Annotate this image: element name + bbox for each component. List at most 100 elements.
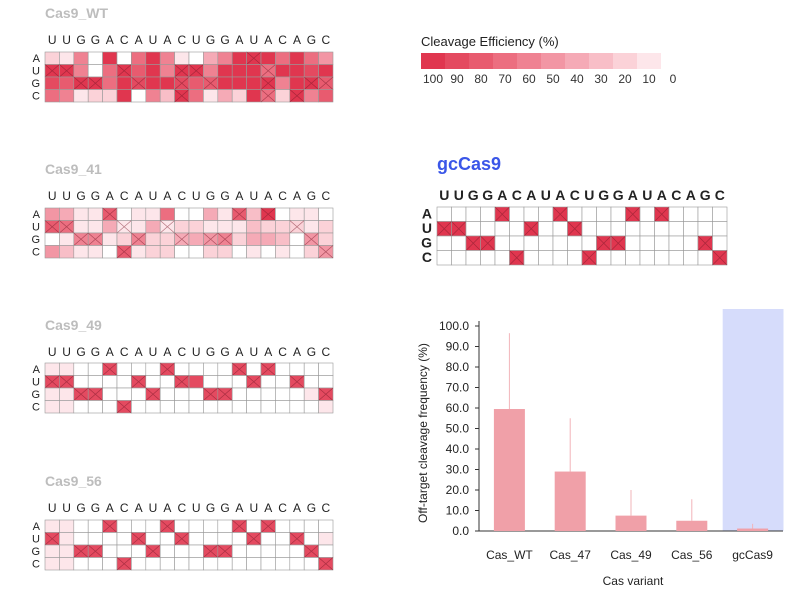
cross-mark xyxy=(188,64,204,78)
heatmap-cell xyxy=(87,64,103,78)
heatmap-cell xyxy=(654,221,670,237)
bar-gccas9 xyxy=(737,528,769,531)
heatmap-cell xyxy=(203,245,219,259)
heatmap-cell xyxy=(318,544,334,558)
sequence-base-label: C xyxy=(177,189,186,203)
legend-label: 40 xyxy=(570,72,584,86)
heatmap-cell xyxy=(174,245,190,259)
heatmap-cell xyxy=(538,206,554,222)
legend-swatch xyxy=(445,53,469,69)
heatmap-cell xyxy=(231,220,247,234)
cross-mark xyxy=(494,206,510,222)
heatmap-cell xyxy=(217,532,233,546)
sequence-base-label: C xyxy=(177,345,186,359)
heatmap-cell xyxy=(231,387,247,401)
heatmap-cell xyxy=(231,232,247,246)
sequence-base-label: G xyxy=(206,345,215,359)
cross-mark xyxy=(59,64,75,78)
heatmap-cell xyxy=(188,89,204,103)
legend-swatch xyxy=(469,53,493,69)
cross-mark xyxy=(174,76,190,90)
heatmap-cell xyxy=(188,544,204,558)
sequence-base-label: C xyxy=(177,33,186,47)
heatmap-cell xyxy=(87,245,103,259)
row-base-label: A xyxy=(33,53,41,65)
cross-mark xyxy=(567,221,583,237)
cross-mark xyxy=(174,89,190,103)
cross-mark xyxy=(654,206,670,222)
legend-label: 20 xyxy=(618,72,632,86)
heatmap-cell xyxy=(231,89,247,103)
legend-swatch xyxy=(589,53,613,69)
heatmap-cell xyxy=(260,220,276,234)
heatmap-cell xyxy=(145,245,161,259)
heatmap-cell xyxy=(145,362,161,376)
heatmap-cell xyxy=(131,400,147,414)
heatmap-cell xyxy=(697,250,713,266)
cross-mark xyxy=(174,532,190,546)
heatmap-cell xyxy=(712,221,728,237)
heatmap-cell xyxy=(174,207,190,221)
heatmap-cell xyxy=(188,245,204,259)
cross-mark xyxy=(131,232,147,246)
heatmap-cell xyxy=(289,519,305,533)
sequence-base-label: A xyxy=(628,187,638,203)
row-base-label: G xyxy=(31,546,40,558)
cross-mark xyxy=(73,387,89,401)
heatmap-cell xyxy=(231,544,247,558)
heatmap-cell xyxy=(303,207,319,221)
heatmap-cell xyxy=(683,206,699,222)
sequence-base-label: A xyxy=(293,189,301,203)
heatmap-cell xyxy=(188,532,204,546)
cross-mark xyxy=(203,387,219,401)
sequence-base-label: G xyxy=(307,345,316,359)
heatmap-cell xyxy=(303,89,319,103)
y-tick-label: 80.0 xyxy=(446,360,470,374)
heatmap-title: Cas9_41 xyxy=(45,161,102,177)
heatmap-cell xyxy=(131,544,147,558)
heatmap-cell xyxy=(188,51,204,65)
heatmap-cell xyxy=(436,250,452,266)
cross-mark xyxy=(289,375,305,389)
heatmap-cell xyxy=(303,387,319,401)
heatmap-cell xyxy=(217,245,233,259)
heatmap-cell xyxy=(145,400,161,414)
sequence-base-label: G xyxy=(307,189,316,203)
sequence-base-label: G xyxy=(206,33,215,47)
sequence-base-label: C xyxy=(278,33,287,47)
cross-mark xyxy=(116,64,132,78)
sequence-base-label: G xyxy=(220,501,229,515)
y-tick-label: 60.0 xyxy=(446,401,470,415)
heatmap-cell xyxy=(217,362,233,376)
heatmap-cell xyxy=(289,245,305,259)
bar-cas-49 xyxy=(615,515,647,531)
heatmap-title: Cas9_49 xyxy=(45,317,102,333)
heatmap-cell xyxy=(231,245,247,259)
heatmap-cell xyxy=(87,400,103,414)
heatmap-cell xyxy=(44,76,60,90)
heatmap-cell xyxy=(509,235,525,251)
sequence-base-label: G xyxy=(91,189,100,203)
cross-mark xyxy=(87,544,103,558)
sequence-base-label: G xyxy=(91,33,100,47)
heatmap-cell xyxy=(131,64,147,78)
cross-mark xyxy=(73,76,89,90)
y-tick-label: 0.0 xyxy=(452,524,469,538)
cross-mark xyxy=(289,89,305,103)
heatmap-cell xyxy=(44,51,60,65)
heatmap-cell xyxy=(116,232,132,246)
sequence-base-label: G xyxy=(700,187,711,203)
cross-mark xyxy=(116,245,132,259)
heatmap-cell xyxy=(59,51,75,65)
cross-mark xyxy=(87,232,103,246)
heatmap-cell xyxy=(246,387,262,401)
heatmap-cell xyxy=(231,532,247,546)
heatmap-cell xyxy=(260,232,276,246)
x-tick-label: gcCas9 xyxy=(732,548,773,562)
heatmap-cell xyxy=(260,387,276,401)
heatmap-cell xyxy=(318,375,334,389)
heatmap-cell xyxy=(73,51,89,65)
sequence-base-label: U xyxy=(149,501,158,515)
heatmap-cell xyxy=(538,235,554,251)
